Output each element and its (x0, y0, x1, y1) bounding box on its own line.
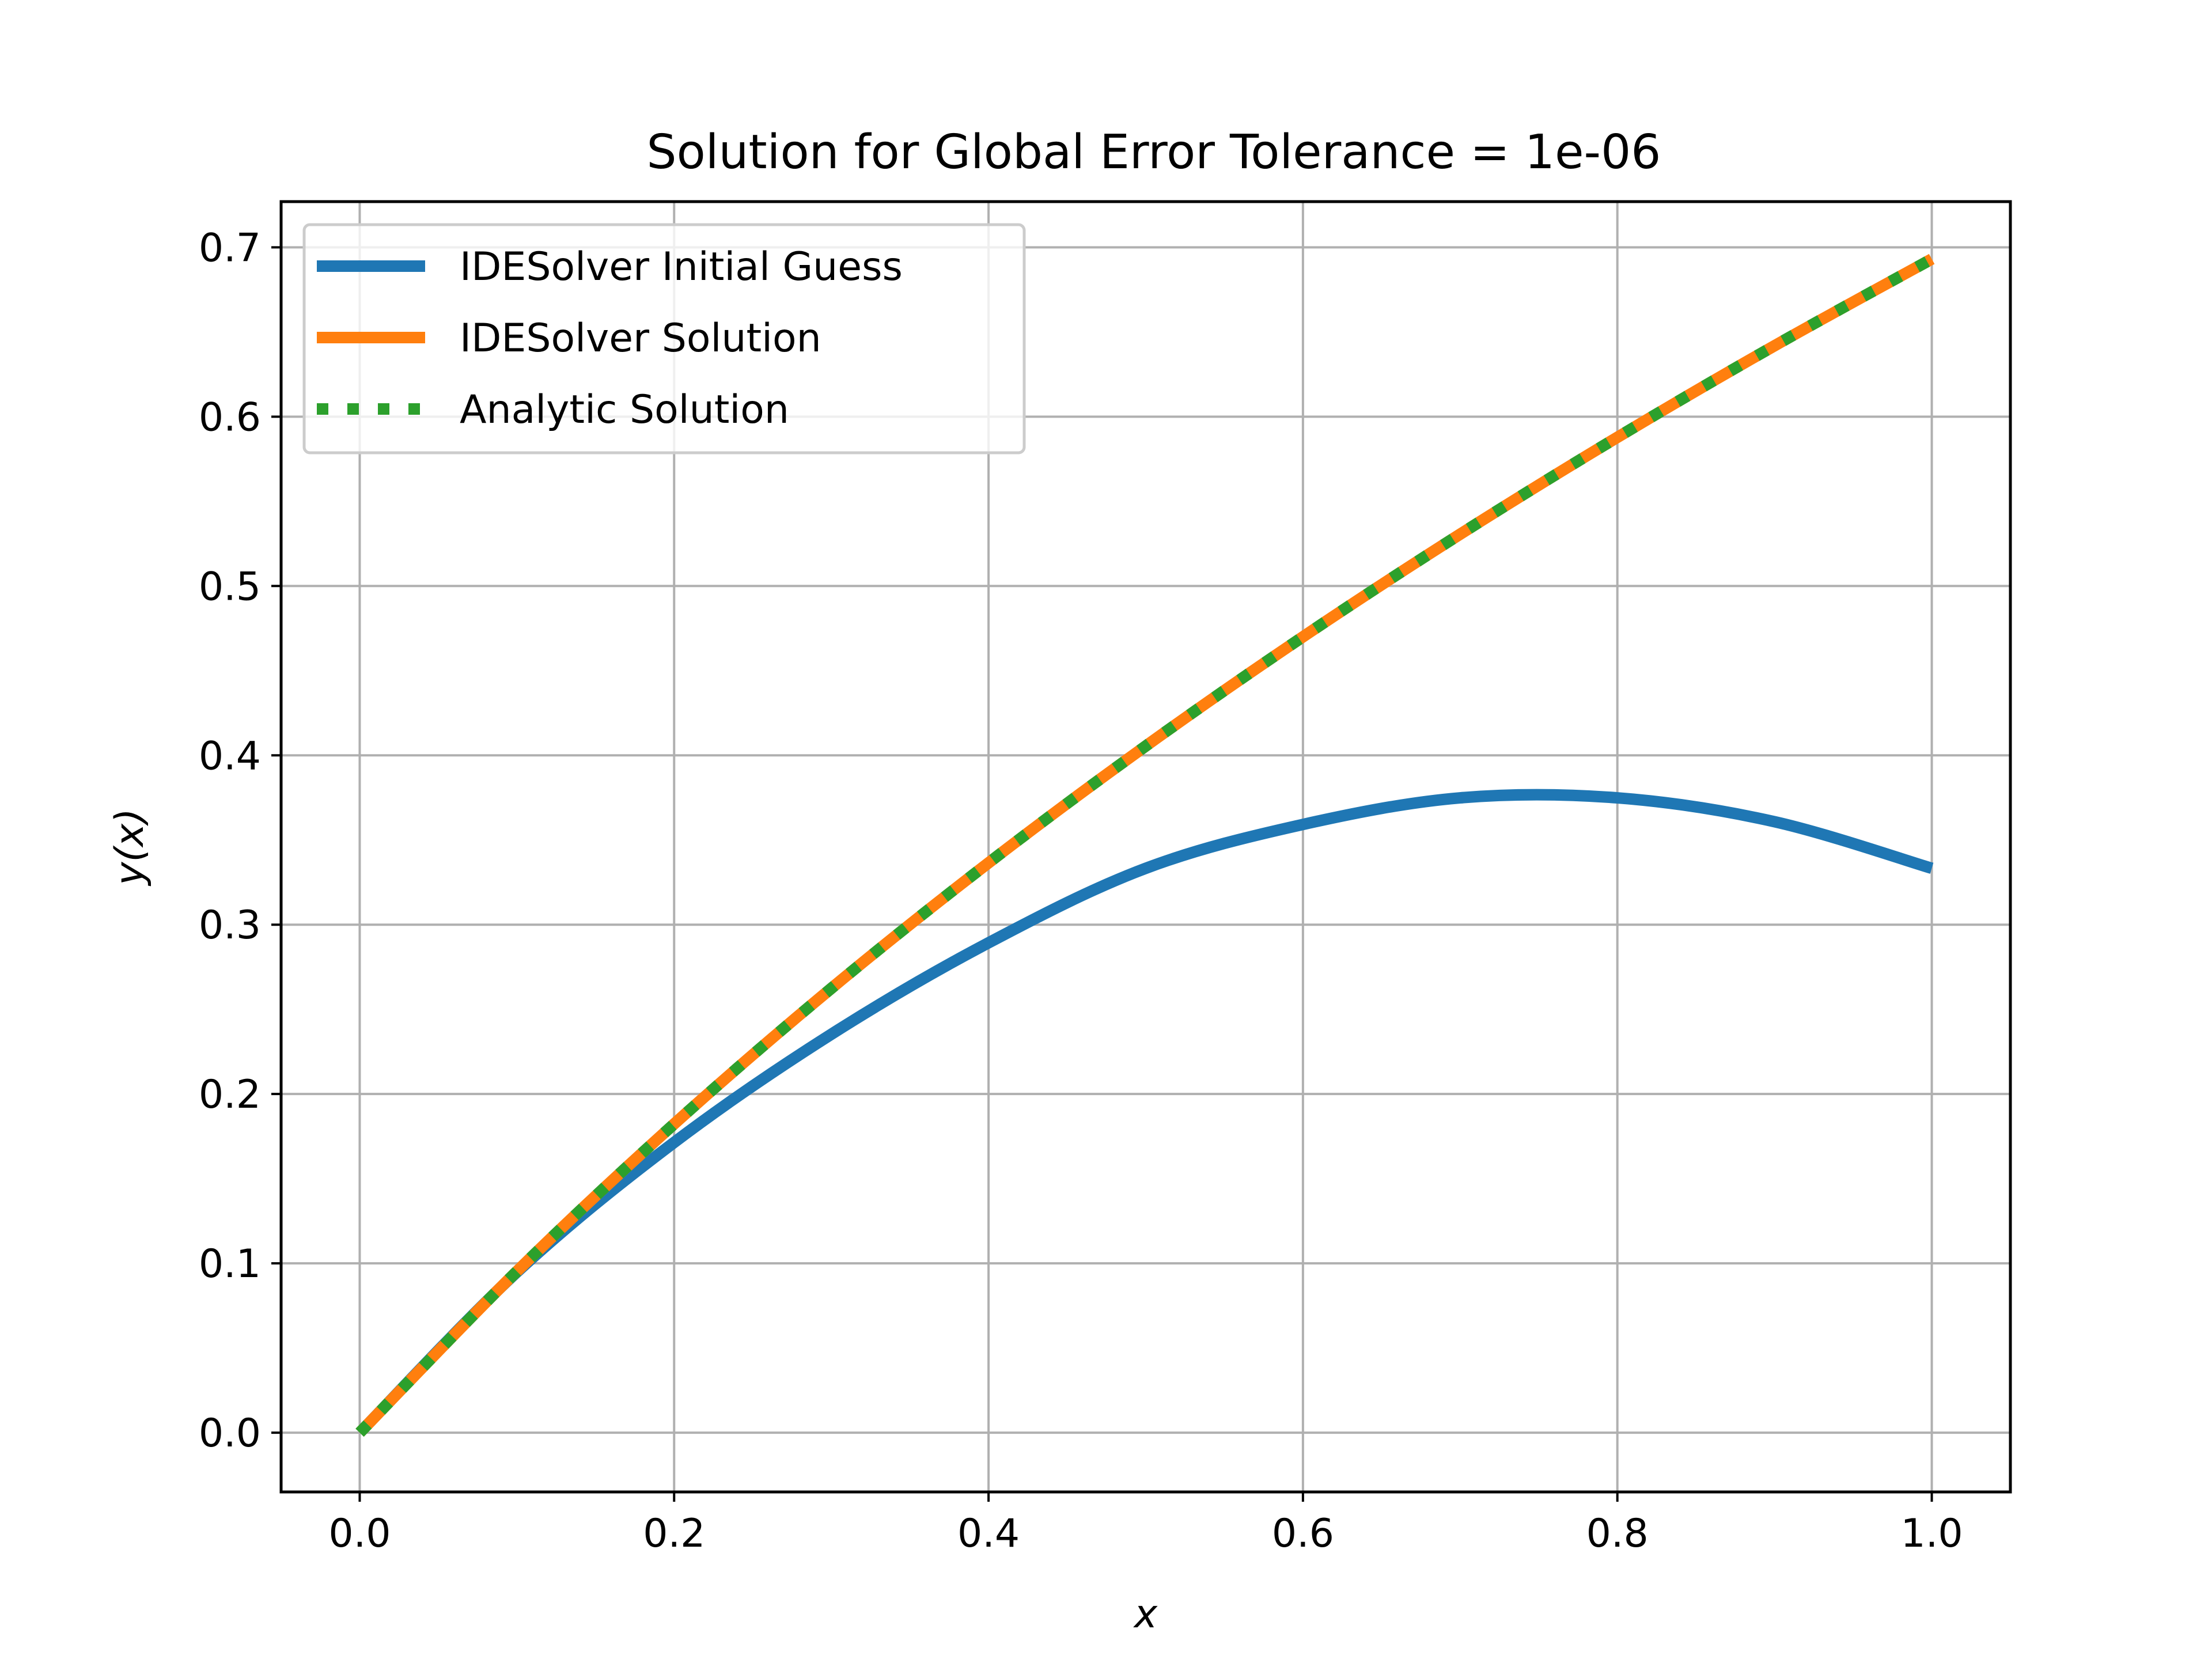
x-axis-label: x (1133, 1592, 1158, 1637)
y-tick-label: 0.3 (199, 903, 261, 948)
x-tick-label: 0.6 (1272, 1511, 1334, 1556)
legend-label-2: IDESolver Solution (460, 316, 821, 361)
x-tick-label: 0.0 (328, 1511, 391, 1556)
y-tick-label: 0.7 (199, 225, 261, 271)
series-line-3 (355, 253, 1935, 1437)
legend: IDESolver Initial Guess IDESolver Solutio… (302, 223, 1026, 454)
series-layer (355, 253, 1935, 1437)
x-tick-label: 0.4 (957, 1511, 1020, 1556)
y-tick-label: 0.2 (199, 1072, 261, 1118)
y-tick-label: 0.4 (199, 733, 261, 779)
x-tick-label: 0.8 (1586, 1511, 1649, 1556)
plot-frame (279, 200, 2012, 1494)
y-tick-label: 0.5 (199, 564, 261, 609)
y-tick-label: 0.1 (199, 1241, 261, 1287)
legend-label-1: IDESolver Initial Guess (460, 244, 903, 290)
legend-label-3: Analytic Solution (460, 387, 789, 433)
y-axis-label: y(x) (107, 808, 153, 887)
x-tick-label: 1.0 (1900, 1511, 1963, 1556)
y-tick-label: 0.6 (199, 395, 261, 440)
y-tick-label: 0.0 (199, 1411, 261, 1456)
y-axis: 0.0 0.1 0.2 0.3 0.4 0.5 0.6 0.7 (199, 225, 281, 1456)
series-line-1 (355, 789, 1934, 1437)
legend-box (302, 223, 1026, 454)
x-axis: 0.0 0.2 0.4 0.6 0.8 1.0 (328, 1492, 1963, 1556)
x-tick-label: 0.2 (643, 1511, 705, 1556)
chart-title: Solution for Global Error Tolerance = 1e… (647, 125, 1661, 180)
